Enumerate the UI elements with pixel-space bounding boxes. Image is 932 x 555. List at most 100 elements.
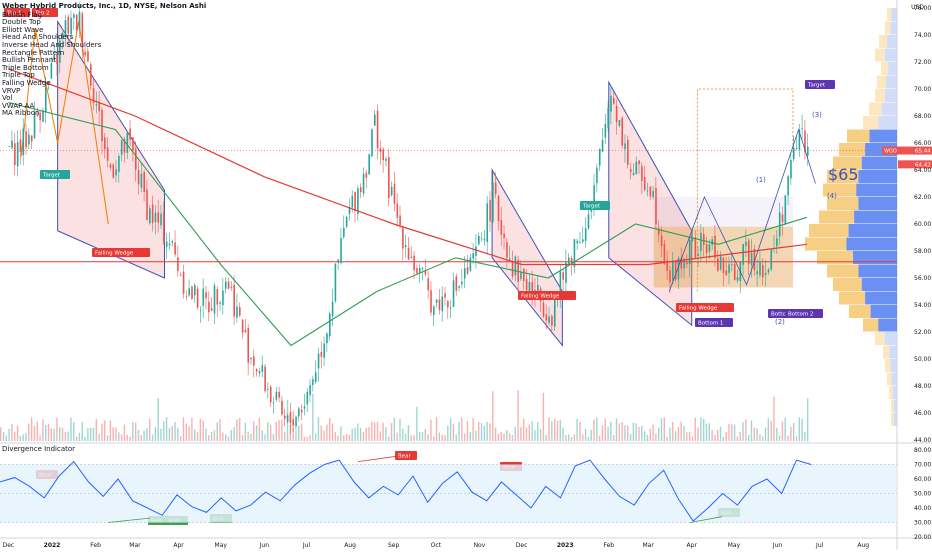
candle-body xyxy=(244,329,247,333)
candle-body xyxy=(790,159,792,179)
candle-body xyxy=(551,315,553,326)
osc-tick-label: 60.00 xyxy=(914,476,931,483)
volume-bar xyxy=(351,428,353,441)
volume-bar xyxy=(44,424,47,441)
oscillator-title: Divergence Indicator xyxy=(2,445,76,453)
candle-body xyxy=(433,306,435,315)
volume-bar xyxy=(683,426,685,441)
vrvp-bar-up xyxy=(817,251,853,264)
falling-wedge-2 xyxy=(491,168,563,347)
candle-body xyxy=(109,164,112,168)
vrvp-bar-up xyxy=(875,48,885,62)
legend-item[interactable]: Triple Top xyxy=(2,71,35,80)
volume-bar xyxy=(421,432,424,441)
elliott-wave-path xyxy=(668,128,816,292)
candle-body xyxy=(478,235,480,245)
candle-body xyxy=(388,157,390,199)
candle-body xyxy=(444,293,446,298)
volume-bar xyxy=(694,417,696,441)
legend-item[interactable]: Double Top xyxy=(2,18,41,27)
price-tick-label: 52.00 xyxy=(914,329,931,336)
volume-bar xyxy=(469,432,471,441)
vrvp-bar-up xyxy=(833,278,862,291)
candle-body xyxy=(548,316,550,323)
candle-body xyxy=(449,307,452,309)
volume-bar xyxy=(511,435,514,441)
candle-body xyxy=(579,241,581,243)
legend-item[interactable]: Falling Wedge xyxy=(2,78,51,87)
candle-body xyxy=(22,128,25,156)
volume-bar xyxy=(348,434,351,441)
candle-body xyxy=(95,104,98,106)
candle-body xyxy=(455,276,458,291)
volume-bar xyxy=(745,419,747,441)
volume-bar xyxy=(655,433,657,441)
candle-body xyxy=(725,270,728,276)
double-top-path xyxy=(20,21,109,225)
volume-bar xyxy=(47,423,50,441)
bull-divergence-line-2 xyxy=(689,516,723,523)
candle-body xyxy=(708,244,711,252)
candle-body xyxy=(649,186,652,197)
volume-bar xyxy=(340,426,342,441)
vrvp-bar-down xyxy=(848,224,897,237)
legend-item[interactable]: Triple Bottom xyxy=(2,63,49,72)
candle-body xyxy=(452,280,455,307)
volume-bar xyxy=(67,431,69,441)
candle-body xyxy=(410,256,413,258)
volume-bar xyxy=(646,435,649,441)
volume-bar xyxy=(205,428,207,441)
candle-body xyxy=(731,264,733,265)
volume-bar xyxy=(275,421,277,441)
time-tick-label: Dec xyxy=(516,542,528,549)
volume-bar xyxy=(25,433,27,441)
candle-body xyxy=(163,212,165,244)
legend-item[interactable]: Head And Shoulders xyxy=(2,33,74,42)
volume-bar xyxy=(284,432,286,441)
vrvp-bar-down xyxy=(887,35,897,48)
candle-body xyxy=(365,172,368,178)
volume-bar xyxy=(424,429,426,441)
candle-body xyxy=(531,282,534,294)
candle-body xyxy=(328,313,331,337)
volume-bar xyxy=(247,431,249,441)
candle-body xyxy=(655,187,657,225)
legend-item[interactable]: Bullish Flag xyxy=(2,10,43,19)
legend-item[interactable]: Elliott Wave xyxy=(2,25,44,34)
volume-bar xyxy=(390,422,393,441)
volume-bar xyxy=(241,435,244,441)
legend-item[interactable]: Bullish Pennant xyxy=(2,56,57,65)
volume-bar xyxy=(483,425,486,441)
candle-body xyxy=(804,130,806,153)
legend-item[interactable]: VWAP AA xyxy=(2,101,35,110)
volume-bar xyxy=(64,432,67,441)
legend-item[interactable]: MA Ribbon xyxy=(2,109,40,118)
legend-item[interactable]: Rectangle Pattern xyxy=(2,48,65,57)
volume-bar xyxy=(30,417,33,441)
volume-bar xyxy=(39,435,41,441)
oscillator-line xyxy=(0,459,812,522)
candle-body xyxy=(691,239,694,241)
candle-body xyxy=(795,148,798,149)
volume-bar xyxy=(742,422,744,441)
volume-bar xyxy=(134,422,137,441)
candle-body xyxy=(28,134,30,145)
legend-item[interactable]: Vol xyxy=(2,94,13,103)
legend-item[interactable]: Inverse Head And Shoulders xyxy=(2,40,102,49)
candle-body xyxy=(792,147,795,160)
time-tick-label: Oct xyxy=(431,542,442,549)
volume-bar xyxy=(81,422,83,441)
vrvp-bar-up xyxy=(847,129,870,143)
candle-body xyxy=(672,261,674,281)
vrvp-bar-down xyxy=(890,21,897,35)
volume-bar xyxy=(92,427,95,441)
volume-bar xyxy=(717,429,719,441)
candle-body xyxy=(67,16,70,34)
candle-body xyxy=(362,173,365,194)
vrvp-bar-up xyxy=(885,359,891,372)
target-label-1-bg xyxy=(40,170,70,179)
legend-item[interactable]: VRVP xyxy=(2,86,21,95)
vrvp-bar-up xyxy=(883,345,890,359)
top-1-label-bg xyxy=(4,8,30,17)
